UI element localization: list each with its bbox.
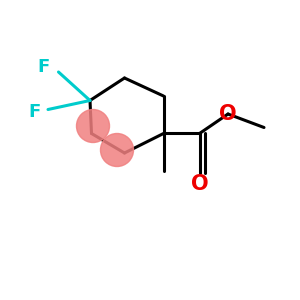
Text: F: F xyxy=(38,58,50,76)
Text: F: F xyxy=(28,103,40,121)
Text: O: O xyxy=(219,104,237,124)
Circle shape xyxy=(76,110,110,142)
Text: O: O xyxy=(191,175,208,194)
Circle shape xyxy=(100,134,134,166)
